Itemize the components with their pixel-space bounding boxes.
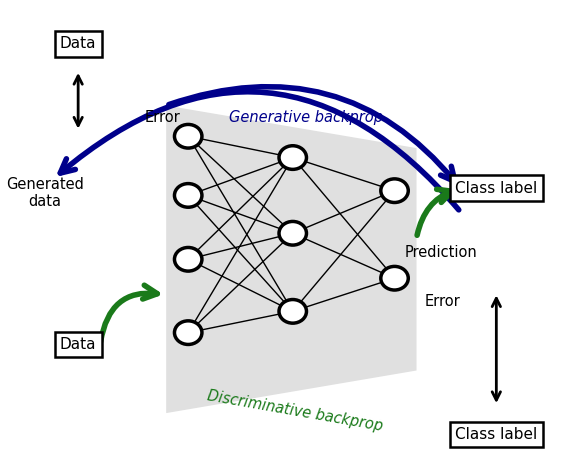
Circle shape	[279, 221, 307, 245]
Polygon shape	[166, 106, 416, 413]
Circle shape	[174, 124, 202, 148]
Text: Prediction: Prediction	[404, 245, 477, 260]
Text: Error: Error	[425, 294, 460, 309]
Text: Discriminative backprop: Discriminative backprop	[206, 388, 384, 434]
Circle shape	[279, 146, 307, 169]
Circle shape	[279, 299, 307, 323]
Circle shape	[381, 267, 408, 290]
Text: Class label: Class label	[455, 181, 538, 196]
Text: Generated
data: Generated data	[6, 177, 84, 209]
Text: Generative backprop: Generative backprop	[229, 110, 383, 125]
Text: Data: Data	[60, 337, 97, 352]
Text: Class label: Class label	[455, 427, 538, 442]
Circle shape	[174, 248, 202, 271]
Text: Error: Error	[144, 110, 180, 125]
Circle shape	[381, 179, 408, 202]
Text: Data: Data	[60, 37, 97, 51]
Circle shape	[174, 321, 202, 345]
Circle shape	[174, 184, 202, 207]
